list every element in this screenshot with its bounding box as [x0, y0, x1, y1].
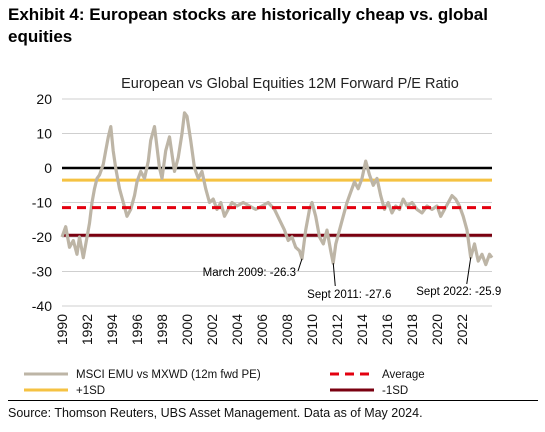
- exhibit-title: Exhibit 4: European stocks are historica…: [8, 5, 488, 46]
- y-tick-label: -20: [32, 229, 52, 245]
- legend-label: +1SD: [76, 385, 105, 397]
- x-tick-label: 2010: [304, 314, 320, 345]
- x-tick-label: 2004: [229, 314, 245, 345]
- y-tick-label: -10: [32, 195, 52, 211]
- x-tick-label: 2000: [179, 314, 195, 345]
- legend-label: MSCI EMU vs MXWD (12m fwd PE): [76, 369, 261, 381]
- annotation-leader: [466, 257, 472, 285]
- annotation-label: March 2009: -26.3: [203, 267, 296, 279]
- annotation-leader: [297, 258, 303, 272]
- x-tick-label: 2022: [454, 314, 470, 345]
- y-axis-ticks: 20 10 0 -10 -20 -30 -40: [32, 91, 52, 314]
- x-tick-label: 2002: [204, 314, 220, 345]
- annotation-leader: [332, 263, 336, 287]
- x-tick-label: 2012: [329, 314, 345, 345]
- x-axis-ticks: 1990 1992 1994 1996 1998 2000 2002 2004 2006 2008…: [54, 314, 470, 345]
- x-tick-label: 1996: [129, 314, 145, 345]
- y-tick-label: -30: [32, 264, 52, 280]
- y-tick-label: 20: [36, 91, 52, 107]
- x-tick-label: 1998: [154, 314, 170, 345]
- annotation-label: Sept 2022: -25.9: [416, 286, 501, 298]
- x-tick-label: 1990: [54, 314, 70, 345]
- chart-title: European vs Global Equities 12M Forward …: [121, 76, 459, 92]
- legend-label: Average: [382, 369, 425, 381]
- series-layer: [60, 111, 494, 267]
- x-tick-label: 2006: [254, 314, 270, 345]
- legend-divider: [8, 400, 538, 401]
- y-tick-label: 10: [36, 126, 52, 142]
- source-note: Source: Thomson Reuters, UBS Asset Manag…: [8, 406, 423, 420]
- x-tick-label: 1992: [79, 314, 95, 345]
- series-line-msci-emu: [60, 111, 494, 267]
- x-tick-label: 2014: [354, 314, 370, 345]
- reference-lines: [62, 166, 492, 237]
- y-tick-label: 0: [44, 160, 52, 176]
- x-tick-label: 2008: [279, 314, 295, 345]
- x-tick-label: 2018: [404, 314, 420, 345]
- x-tick-label: 1994: [104, 314, 120, 345]
- x-tick-label: 2016: [379, 314, 395, 345]
- x-tick-label: 2020: [429, 314, 445, 345]
- annotation-label: Sept 2011: -27.6: [307, 289, 391, 301]
- y-tick-label: -40: [32, 298, 52, 314]
- legend: MSCI EMU vs MXWD (12m fwd PE) Average +1SD…: [24, 369, 425, 397]
- legend-label: -1SD: [382, 385, 408, 397]
- annotations: March 2009: -26.3 Sept 2011: -27.6 Sept 20…: [203, 257, 501, 301]
